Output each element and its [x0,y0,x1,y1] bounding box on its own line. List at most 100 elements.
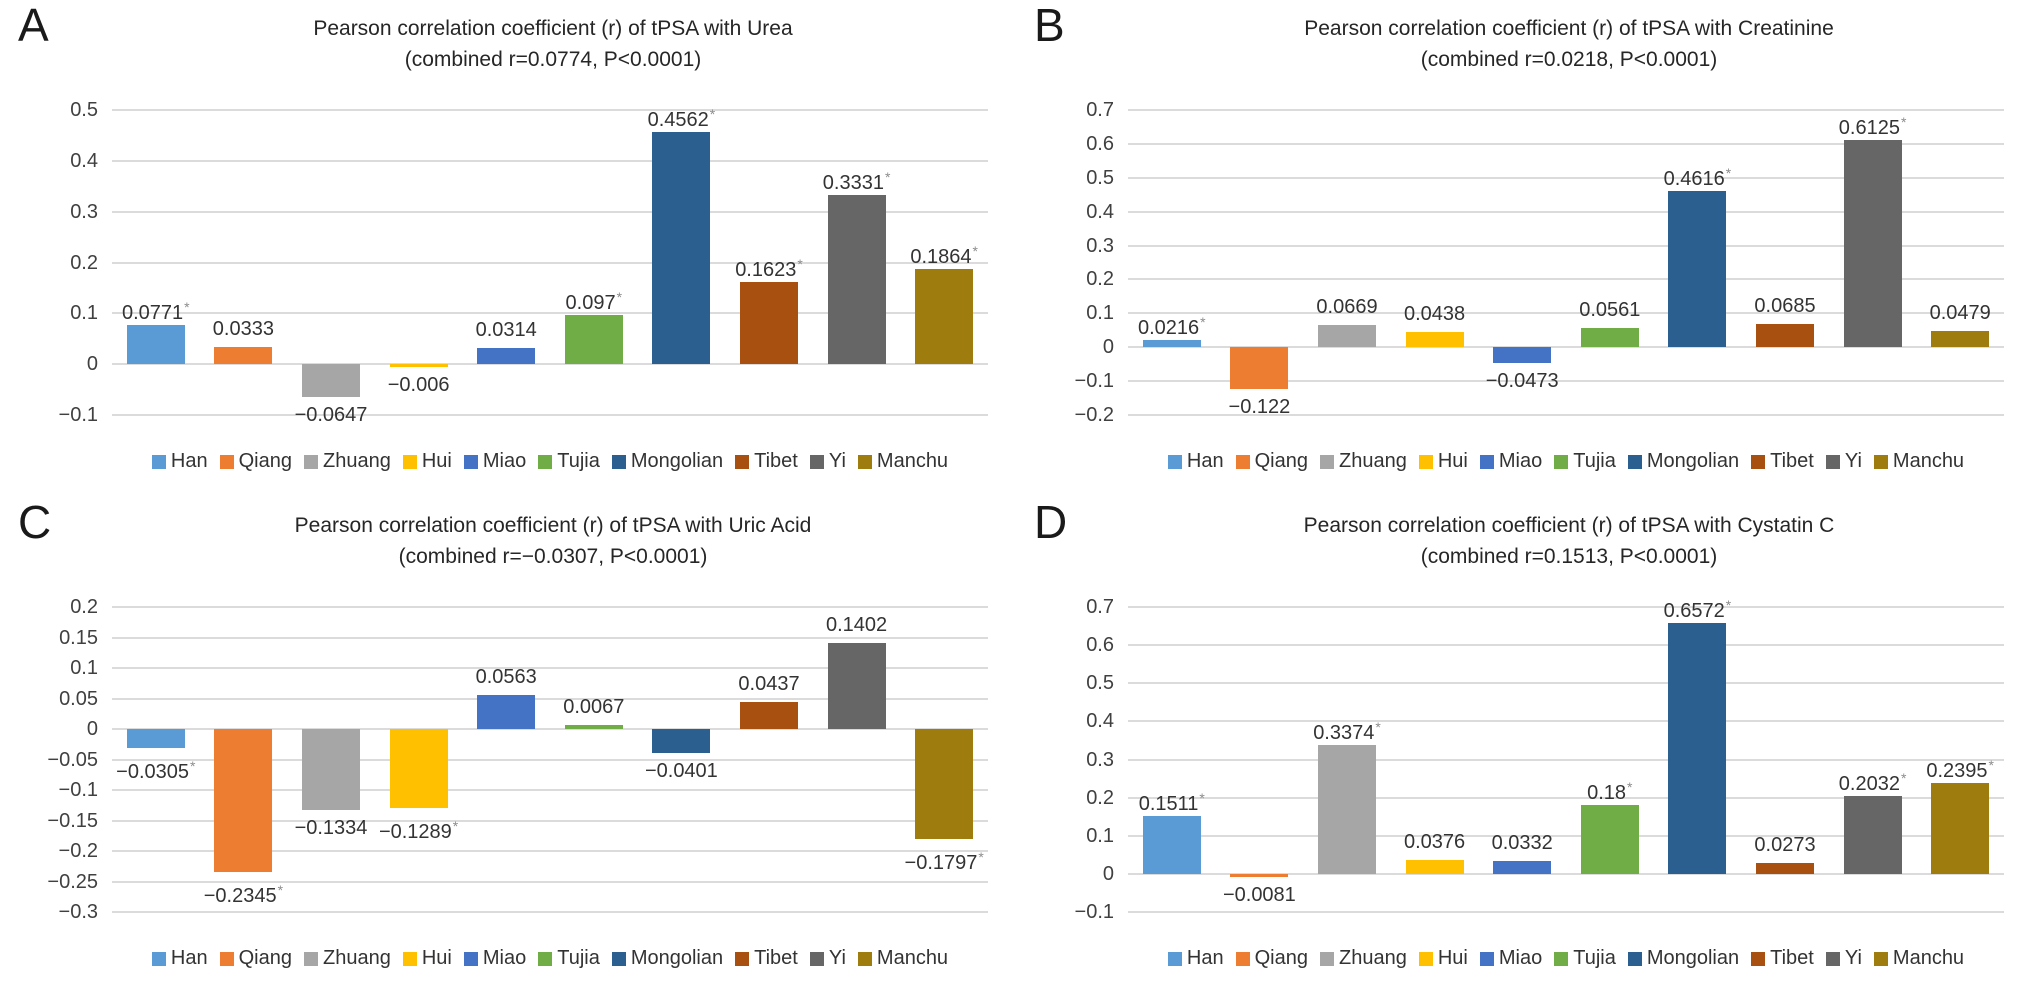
gridline [112,697,988,700]
significance-asterisk: * [972,243,978,260]
bar-value-label: 0.4562* [606,102,756,132]
gridline [112,109,988,111]
chart-subtitle: (combined r=0.1513, P<0.0001) [1420,545,1718,568]
y-axis-tick-label: −0.2 [58,840,98,862]
bar-value-label: 0.6125* [1798,110,1948,140]
bar-value-text: 0.4562 [647,109,709,132]
legend-item-zhuang: Zhuang [1320,947,1407,970]
bar-value-text: −0.0473 [1485,370,1559,393]
gridline [1128,346,2004,349]
significance-asterisk: * [978,848,984,865]
bar-value-text: 0.0561 [1579,299,1641,322]
gridline [1128,720,2004,723]
legend-swatch-icon [1418,454,1433,469]
legend-label: Hui [421,450,452,472]
bar-value-text: 0.3331 [822,171,884,194]
panel-d-titles: Pearson correlation coefficient (r) of t… [1116,510,2022,572]
gridline [112,728,988,730]
legend-item-manchu: Manchu [1873,450,1964,473]
significance-asterisk: * [1988,756,1994,773]
legend-label: Han [1186,450,1224,472]
gridline [1128,414,2004,416]
panel-c-titles: Pearson correlation coefficient (r) of t… [100,510,1006,572]
legend-item-manchu: Manchu [857,947,948,970]
y-axis-tick-label: −0.1 [58,779,98,801]
legend-item-tibet: Tibet [1751,947,1814,970]
legend-swatch-icon [857,454,872,469]
plot-area-c: 0.2 0.15 0.1 0.05 0 −0.05 −0.1 −0.15 −0.2 −0.25 −0… [0,596,1016,923]
gridline [1128,176,2004,179]
bar-value-text: 0.6572 [1663,600,1725,623]
bar-yi [827,643,886,729]
gridline [112,911,988,913]
legend-swatch-icon [402,454,417,469]
bar-value-label: 0.097* [519,285,669,315]
y-axis-tick-label: 0 [86,718,98,740]
gridline [1128,380,2004,383]
legend-label: Miao [1498,450,1543,472]
gridline [1128,244,2004,247]
legend-swatch-icon [611,951,626,966]
bar-value-label: −0.0305* [81,754,231,784]
bar-value-text: −0.1289 [378,820,452,843]
panel-b: B Pearson correlation coefficient (r) of… [1016,0,2032,497]
legend-item-mongolian: Mongolian [611,947,723,970]
legend-label: Tibet [1770,450,1814,472]
legend-swatch-icon [1627,951,1642,966]
legend-label: Tujia [557,450,600,472]
y-axis-tick-label: 0.1 [70,657,98,679]
bar-value-text: 0.0563 [475,665,537,688]
bar-value-label: 0.0333 [168,317,318,341]
bar-manchu [1931,330,1990,348]
legend-item-yi: Yi [1825,947,1862,970]
bar-value-label: 0.1402 [782,613,932,637]
y-axis-tick-label: −0.25 [47,870,98,893]
legend-label: Mongolian [1646,450,1740,472]
bar-zhuang [1318,745,1376,874]
gridline [112,261,988,264]
legend-item-tujia: Tujia [538,450,600,473]
y-axis-tick-label: 0.4 [1086,200,1114,223]
gridline [112,414,988,416]
legend-swatch-icon [538,454,553,469]
bar-yi [827,194,886,365]
panel-d: D Pearson correlation coefficient (r) of… [1016,497,2032,994]
legend-item-qiang: Qiang [219,450,292,473]
bar-han [1142,339,1201,348]
legend-item-han: Han [1167,450,1224,473]
significance-asterisk: * [277,882,284,899]
legend-label: Miao [1498,947,1543,969]
gridline [112,819,988,822]
bar-value-label: −0.0401 [606,759,756,783]
y-axis-tick-label: 0 [1102,862,1114,885]
plot-area-b: 0.7 0.6 0.5 0.4 0.3 0.2 0.1 0 −0.1 −0.2 0.0216* −0.… [1016,99,2032,426]
legend-item-miao: Miao [463,947,526,970]
bar-value-label: 0.2032* [1798,766,1948,796]
legend-label: Manchu [876,450,949,472]
y-axis-tick-label: −0.1 [58,404,98,426]
panel-c: C Pearson correlation coefficient (r) of… [0,497,1016,994]
significance-asterisk: * [184,298,190,315]
panel-a-titles: Pearson correlation coefficient (r) of t… [100,13,1006,75]
legend-label: Hui [1437,947,1468,969]
bar-value-text: 0.0685 [1754,295,1816,317]
significance-asterisk: * [1200,313,1206,330]
bar-value-text: 0.097 [565,291,616,314]
y-axis-tick-label: 0.3 [1086,748,1114,771]
y-axis-tick-label: 0 [86,353,98,376]
gridline [112,159,988,162]
gridline [1128,210,2004,213]
bar-value-text: −0.1334 [294,817,368,840]
legend-label: Yi [1844,450,1862,472]
bar-value-text: 0.2395 [1926,759,1988,782]
legend-item-qiang: Qiang [1235,947,1308,970]
legend-label: Tujia [1573,947,1616,969]
bar-value-text: 0.6125 [1838,116,1900,139]
y-axis-tick-label: −0.3 [58,901,98,923]
legend-item-yi: Yi [809,947,846,970]
gridline [112,850,988,852]
legend-swatch-icon [735,454,750,469]
bar-value-label: −0.1334 [256,816,406,840]
legend-swatch-icon [151,951,166,966]
